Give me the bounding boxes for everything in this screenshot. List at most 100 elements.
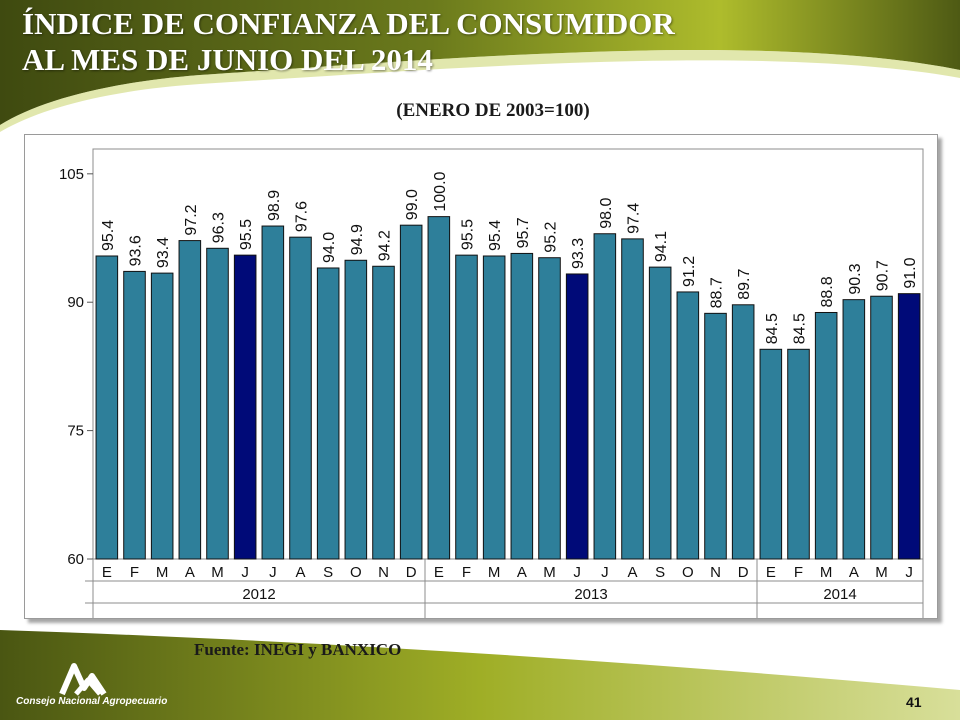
x-tick-label: M [875,564,888,581]
x-tick-label: D [406,564,417,581]
x-tick-label: J [241,564,249,581]
bar-value-label: 93.6 [128,235,145,266]
bar [206,247,229,560]
bar-value-label: 95.5 [238,219,255,250]
slide-title: ÍNDICE DE CONFIANZA DEL CONSUMIDOR AL ME… [22,6,675,78]
bar-value-label: 90.3 [847,263,864,294]
x-tick-label: S [655,564,665,581]
bar-value-label: 94.9 [349,224,366,255]
bar-value-label: 88.7 [709,277,726,308]
x-tick-label: E [102,564,112,581]
bar-value-label: 84.5 [764,313,781,344]
bar [316,267,340,560]
bar [344,259,368,560]
bar-value-label: 95.4 [487,220,504,251]
x-tick-label: D [738,564,749,581]
chart-subtitle: (ENERO DE 2003=100) [396,100,590,121]
bar [123,270,146,560]
bar-value-label: 94.1 [653,231,670,262]
x-tick-label: J [573,564,581,581]
bar-value-label: 94.2 [377,230,394,261]
bar-value-label: 93.3 [570,238,587,269]
bar-value-label: 89.7 [736,269,753,300]
x-tick-label: M [211,564,224,581]
bar [676,291,700,560]
bar-value-label: 98.0 [598,197,615,228]
bar-value-label: 99.0 [404,189,421,220]
x-tick-label: A [295,564,305,581]
x-tick-label: M [488,564,501,581]
bar [704,312,727,560]
bar [261,225,285,560]
group-label: 2014 [823,586,856,603]
bar-value-label: 95.2 [543,221,560,252]
chart-value-labels: 95.4 93.6 93.4 97.2 96.3 95.5 98.9 97.6 94.0 94.9… [100,171,919,344]
x-tick-label: F [794,564,803,581]
bar-value-label: 93.4 [155,237,172,268]
y-tick-label: 90 [67,294,84,311]
bar [648,266,672,560]
x-tick-label: A [185,564,195,581]
bar-value-label: 88.8 [819,276,836,307]
bar [289,236,312,560]
x-tick-label: F [462,564,471,581]
bar-value-label: 90.7 [875,260,892,291]
y-tick-label: 60 [67,551,84,568]
x-tick-label: E [434,564,444,581]
y-tick-label: 75 [67,423,84,440]
bar [814,311,838,560]
bar [510,252,534,560]
x-tick-label: J [269,564,277,581]
bar-value-label: 98.9 [266,190,283,221]
chart-frame: 60 75 90 105 95.4 93.6 93.4 97.2 96.3 95.5 98.9 97… [24,134,938,619]
bar-value-label: 97.4 [626,203,643,234]
group-label: 2012 [242,586,275,603]
bar-value-label: 94.0 [321,232,338,263]
logo-text: Consejo Nacional Agropecuario [16,696,168,707]
x-tick-label: A [517,564,527,581]
bar-value-label: 96.3 [211,212,228,243]
title-band [0,0,960,125]
x-tick-label: M [820,564,833,581]
bar [621,238,644,560]
bar-value-label: 100.0 [432,171,449,211]
bar [565,273,589,560]
x-tick-label: A [849,564,859,581]
bar [150,272,174,560]
x-tick-label: N [710,564,721,581]
x-tick-label: M [156,564,169,581]
bar [178,240,202,560]
bar [427,216,451,560]
bar [593,233,617,560]
bar [399,224,423,560]
y-tick-label: 105 [59,166,84,183]
title-band-highlight [0,50,960,132]
bar [538,257,561,560]
bar-value-label: 95.4 [100,220,117,251]
slide-title-line-1: ÍNDICE DE CONFIANZA DEL CONSUMIDOR [22,6,675,41]
x-tick-label: E [766,564,776,581]
x-tick-label: O [682,564,694,581]
x-tick-label: O [350,564,362,581]
x-tick-label: M [543,564,556,581]
bar-value-label: 84.5 [792,313,809,344]
bar-value-label: 91.2 [681,256,698,287]
bar [233,254,257,560]
x-tick-label: S [323,564,333,581]
bar-value-label: 95.7 [515,217,532,248]
cna-logo-icon [59,663,107,696]
chart-axes: 60 75 90 105 [59,148,924,568]
plot-area [92,148,924,560]
bar-chart: 60 75 90 105 95.4 93.6 93.4 97.2 96.3 95.5 98.9 97… [59,148,924,618]
page-number: 41 [906,694,922,710]
chart-bars [95,216,921,560]
bar [95,255,119,560]
x-tick-label: N [378,564,389,581]
bar [372,265,395,560]
group-label: 2013 [574,586,607,603]
bar-value-label: 97.2 [183,204,200,235]
x-tick-label: F [130,564,139,581]
bar [787,348,810,560]
